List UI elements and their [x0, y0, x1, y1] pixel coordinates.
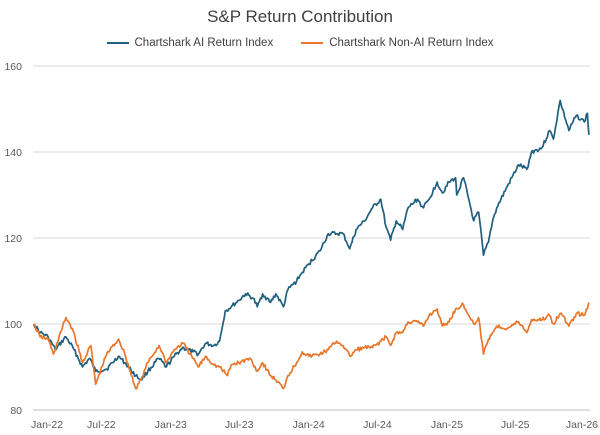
legend-label-ai: Chartshark AI Return Index: [134, 37, 274, 49]
x-tick-label-jan-25: Jan-25: [431, 419, 463, 431]
chart-title: S&P Return Contribution: [207, 7, 393, 26]
y-tick-label-80: 80: [10, 405, 22, 417]
x-tick-label-jul-22: Jul-22: [87, 419, 116, 431]
legend-item-non-ai: Chartshark Non-AI Return Index: [301, 37, 494, 49]
legend-swatch-non-ai: [301, 42, 324, 44]
series-line-ai: [32, 99, 590, 381]
chart-legend: Chartshark AI Return Index Chartshark No…: [0, 37, 600, 49]
y-tick-label-140: 140: [4, 147, 22, 159]
legend-swatch-ai: [106, 42, 129, 44]
legend-label-non-ai: Chartshark Non-AI Return Index: [329, 37, 494, 49]
x-tick-label-jan-26: Jan-26: [566, 419, 598, 431]
x-tick-label-jan-22: Jan-22: [31, 419, 63, 431]
y-tick-label-100: 100: [4, 319, 22, 331]
y-tick-label-160: 160: [4, 61, 22, 73]
x-tick-label-jul-25: Jul-25: [501, 419, 530, 431]
x-tick-label-jul-24: Jul-24: [363, 419, 392, 431]
legend-item-ai: Chartshark AI Return Index: [106, 37, 274, 49]
x-tick-label-jan-23: Jan-23: [155, 419, 187, 431]
y-tick-label-120: 120: [4, 233, 22, 245]
x-tick-label-jul-23: Jul-23: [225, 419, 254, 431]
x-tick-label-jan-24: Jan-24: [293, 419, 325, 431]
series-line-non-ai: [33, 302, 590, 390]
